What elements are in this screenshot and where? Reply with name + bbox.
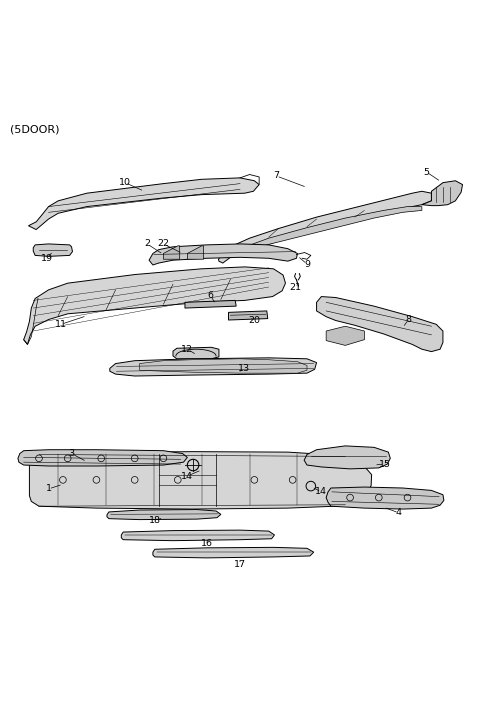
Polygon shape — [187, 246, 204, 259]
Text: 9: 9 — [304, 260, 310, 268]
Polygon shape — [163, 246, 180, 259]
Text: 6: 6 — [207, 291, 213, 300]
Polygon shape — [173, 348, 219, 359]
Polygon shape — [228, 311, 268, 320]
Text: 2: 2 — [144, 239, 150, 249]
Polygon shape — [317, 297, 443, 352]
Text: 22: 22 — [157, 239, 169, 249]
Polygon shape — [24, 267, 286, 344]
Text: 14: 14 — [315, 487, 327, 496]
Text: 5: 5 — [424, 168, 430, 176]
Polygon shape — [422, 181, 463, 205]
Polygon shape — [28, 178, 259, 229]
Polygon shape — [240, 207, 422, 253]
Polygon shape — [153, 547, 314, 558]
Text: 4: 4 — [396, 508, 402, 518]
Text: 11: 11 — [55, 320, 67, 329]
Text: 8: 8 — [406, 315, 411, 324]
Text: 3: 3 — [69, 449, 74, 458]
Text: 21: 21 — [289, 283, 301, 292]
Text: 20: 20 — [248, 316, 260, 325]
Text: 17: 17 — [234, 560, 246, 569]
Text: 1: 1 — [46, 484, 51, 493]
Polygon shape — [326, 487, 444, 509]
Text: 15: 15 — [379, 459, 391, 469]
Polygon shape — [326, 326, 364, 346]
Polygon shape — [33, 244, 72, 256]
Text: 7: 7 — [274, 171, 279, 181]
Text: 10: 10 — [119, 178, 131, 187]
Polygon shape — [140, 359, 307, 373]
Text: 12: 12 — [181, 345, 193, 354]
Text: 14: 14 — [181, 472, 193, 481]
Polygon shape — [121, 530, 275, 541]
Text: 19: 19 — [41, 253, 53, 263]
Polygon shape — [218, 191, 432, 263]
Text: (5DOOR): (5DOOR) — [10, 125, 60, 135]
Polygon shape — [149, 244, 298, 265]
Text: 16: 16 — [201, 539, 213, 548]
Polygon shape — [185, 300, 236, 308]
Polygon shape — [110, 358, 317, 376]
Text: 18: 18 — [149, 516, 161, 525]
Polygon shape — [107, 510, 221, 520]
Polygon shape — [29, 452, 372, 509]
Polygon shape — [18, 450, 187, 466]
Text: 13: 13 — [238, 364, 250, 373]
Polygon shape — [304, 446, 390, 469]
